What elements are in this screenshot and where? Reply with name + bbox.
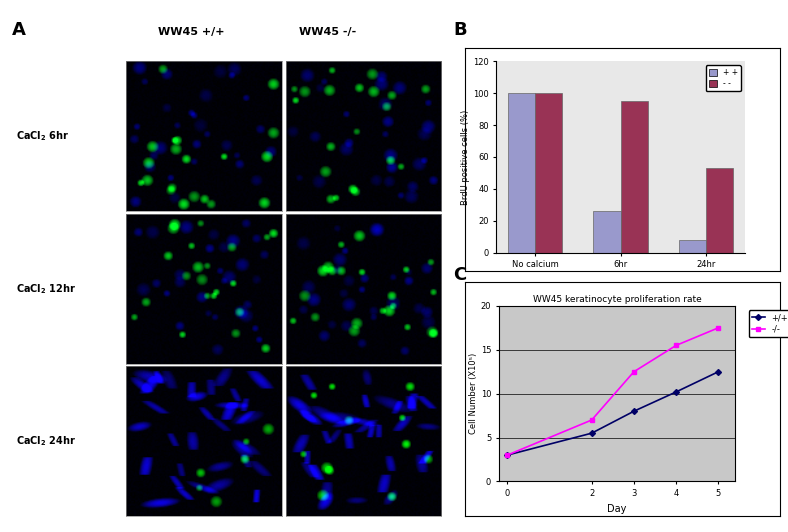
- Text: A: A: [12, 21, 26, 39]
- Bar: [706, 168, 734, 253]
- X-axis label: Day: Day: [608, 504, 626, 514]
- Text: WW45 -/-: WW45 -/-: [299, 27, 355, 37]
- Y-axis label: BrdU positive cells (%): BrdU positive cells (%): [461, 109, 470, 205]
- Bar: [620, 101, 648, 253]
- Bar: [678, 240, 706, 253]
- Text: B: B: [453, 21, 466, 39]
- Text: $\mathregular{CaCl_2}$ 24hr: $\mathregular{CaCl_2}$ 24hr: [16, 434, 76, 448]
- Text: $\mathregular{CaCl_2}$ 6hr: $\mathregular{CaCl_2}$ 6hr: [16, 129, 69, 143]
- Legend: +/+, -/-: +/+, -/-: [749, 310, 788, 337]
- Bar: [593, 211, 621, 253]
- Title: WW45 keratinocyte proliferation rate: WW45 keratinocyte proliferation rate: [533, 295, 701, 304]
- Bar: [535, 93, 563, 253]
- Text: WW45 +/+: WW45 +/+: [158, 27, 225, 37]
- Text: C: C: [453, 266, 466, 284]
- Bar: [507, 93, 535, 253]
- Legend: + +, - -: + +, - -: [706, 65, 741, 92]
- Y-axis label: Cell Number (X10⁵): Cell Number (X10⁵): [469, 353, 478, 434]
- Text: $\mathregular{CaCl_2}$ 12hr: $\mathregular{CaCl_2}$ 12hr: [16, 282, 76, 295]
